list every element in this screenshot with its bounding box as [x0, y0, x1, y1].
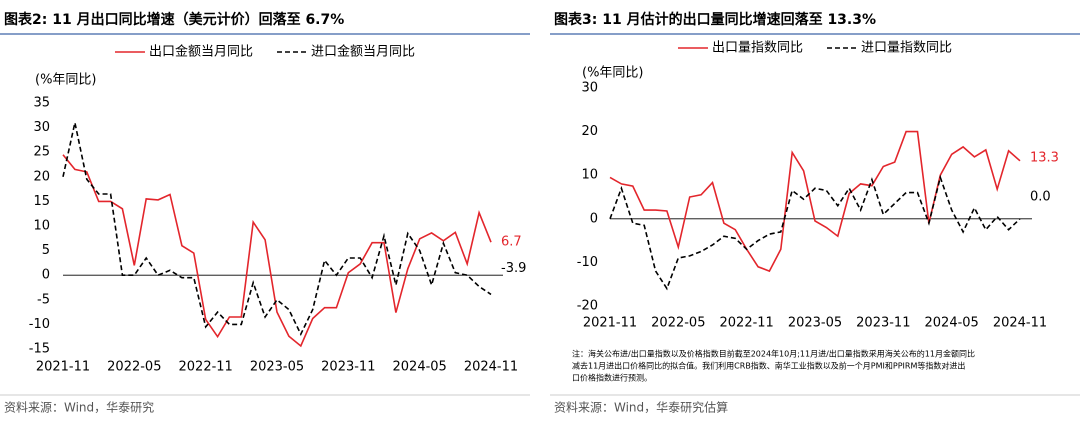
series-line: [62, 122, 492, 337]
y-tick-label: 30: [33, 120, 50, 135]
x-tick-label: 2022-05: [651, 316, 705, 331]
chart-title: 图表3: 11 月估计的出口量同比增速回落至 13.3%: [554, 11, 876, 28]
y-tick-label: 20: [33, 169, 50, 184]
x-tick-label: 2021-11: [36, 360, 90, 375]
y-tick-label: 0: [590, 211, 598, 226]
y-tick-label: 35: [33, 96, 50, 111]
y-tick-label: 10: [581, 168, 598, 183]
x-tick-label: 2023-11: [856, 316, 910, 331]
end-label: 13.3: [1030, 150, 1059, 165]
legend-label: 出口金额当月同比: [149, 44, 253, 60]
series-line: [609, 174, 1021, 291]
end-label: 6.7: [501, 235, 522, 250]
source: 资料来源：Wind，华泰研究: [4, 400, 154, 415]
y-axis-label: (%年同比): [35, 73, 97, 88]
x-tick-label: 2022-11: [720, 316, 774, 331]
y-tick-label: 25: [33, 145, 50, 160]
note: 注：海关公布进/出口量指数以及价格指数目前截至2024年10月;11月进/出口量…: [572, 349, 975, 359]
legend-label: 进口金额当月同比: [311, 44, 415, 60]
x-tick-label: 2023-11: [321, 360, 375, 375]
note: 减去11月进出口价格同比的拟合值。我们利用CRB指数、南华工业指数以及前一个月P…: [572, 361, 965, 371]
x-tick-label: 2021-11: [583, 316, 637, 331]
end-label: -3.9: [501, 261, 526, 276]
x-tick-label: 2024-11: [993, 316, 1047, 331]
note: 口价格指数进行预测。: [572, 373, 652, 383]
x-tick-label: 2023-05: [788, 316, 842, 331]
x-tick-label: 2024-05: [393, 360, 447, 375]
x-tick-label: 2024-05: [925, 316, 979, 331]
end-label: 0.0: [1030, 189, 1051, 204]
y-tick-label: -10: [29, 317, 50, 332]
source: 资料来源：Wind，华泰研究估算: [554, 400, 728, 415]
y-axis-label: (%年同比): [582, 66, 644, 81]
chart-title: 图表2: 11 月出口同比增速（美元计价）回落至 6.7%: [4, 11, 344, 28]
y-tick-label: 5: [42, 243, 50, 258]
y-tick-label: -5: [37, 292, 50, 307]
x-tick-label: 2024-11: [464, 360, 518, 375]
x-tick-label: 2022-05: [107, 360, 161, 375]
y-tick-label: 30: [581, 81, 598, 96]
x-tick-label: 2022-11: [179, 360, 233, 375]
y-tick-label: -15: [29, 342, 50, 357]
x-tick-label: 2023-05: [250, 360, 304, 375]
y-tick-label: 20: [581, 124, 598, 139]
y-tick-label: 0: [42, 268, 50, 283]
y-tick-label: -10: [577, 255, 598, 270]
legend-label: 出口量指数同比: [712, 41, 803, 56]
series-line: [609, 130, 1021, 273]
y-tick-label: -20: [577, 299, 598, 314]
series-line: [62, 154, 492, 348]
y-tick-label: 15: [33, 194, 50, 209]
y-tick-label: 10: [33, 219, 50, 234]
legend-label: 进口量指数同比: [861, 41, 952, 56]
